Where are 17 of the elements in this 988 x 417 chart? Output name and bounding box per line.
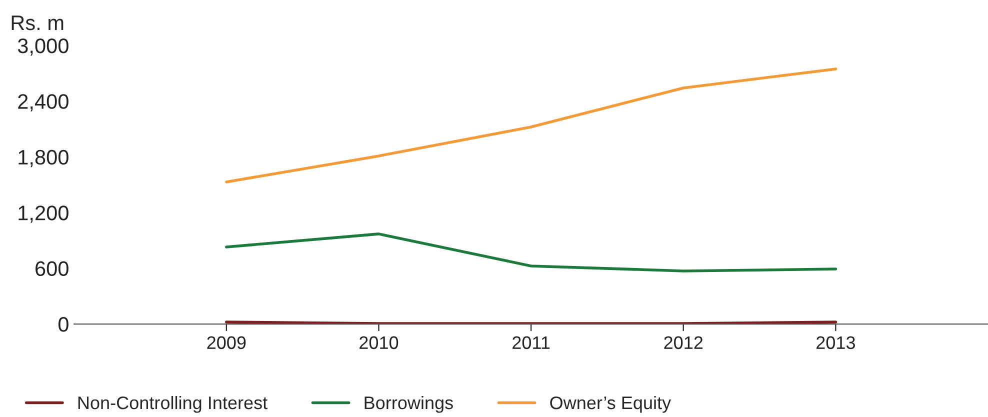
y-tick-label: 1,200 — [18, 206, 68, 223]
x-tick-label: 2012 — [664, 336, 703, 350]
y-tick-label: 2,400 — [18, 94, 68, 112]
line-series — [225, 232, 838, 272]
legend-label: Owner’s Equity — [550, 396, 672, 413]
x-tick-label: 2009 — [207, 336, 246, 350]
x-tick-label: 2010 — [360, 336, 398, 350]
y-tick-label: 3,000 — [18, 38, 68, 56]
y-tick-label: 600 — [36, 261, 68, 276]
legend-label: Non-Controlling Interest — [78, 396, 268, 413]
y-tick-label: 1,800 — [18, 150, 68, 168]
x-tick-label: 2013 — [816, 336, 855, 350]
x-tick-label: 2011 — [512, 336, 550, 350]
y-tick-label: 0 — [58, 317, 68, 332]
legend-label: Borrowings — [364, 396, 453, 413]
line-series — [225, 68, 838, 184]
y-axis-title: Rs. m — [12, 16, 64, 30]
